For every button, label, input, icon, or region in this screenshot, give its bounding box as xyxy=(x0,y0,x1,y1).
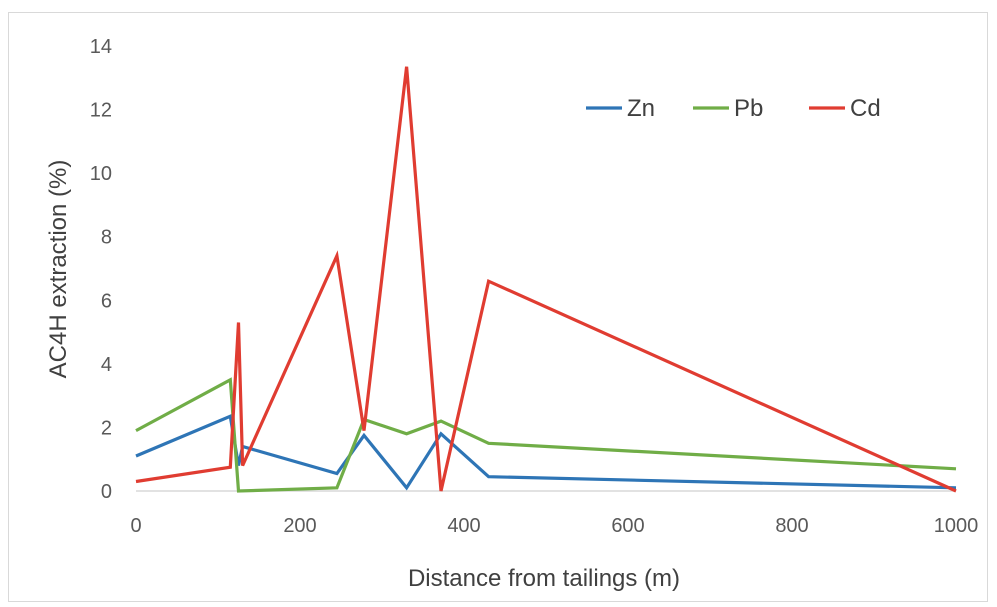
x-tick-label: 800 xyxy=(775,515,808,537)
x-tick-label: 200 xyxy=(283,515,316,537)
legend-label-zn: Zn xyxy=(627,95,655,122)
y-tick-label: 10 xyxy=(90,163,112,185)
series-line-cd xyxy=(135,66,957,493)
y-tick-label: 2 xyxy=(101,417,112,439)
legend-label-pb: Pb xyxy=(734,95,763,122)
chart-area xyxy=(8,12,988,602)
y-axis: 0 2 4 6 8 10 12 14 xyxy=(90,36,112,503)
y-tick-label: 8 xyxy=(101,227,112,249)
x-tick-label: 0 xyxy=(130,515,141,537)
plot-area xyxy=(135,66,957,493)
y-tick-label: 12 xyxy=(90,100,112,122)
y-tick-label: 4 xyxy=(101,354,112,376)
x-tick-label: 600 xyxy=(611,515,644,537)
y-axis-title: AC4H extraction (%) xyxy=(45,160,72,379)
legend: Zn Pb Cd xyxy=(586,95,881,122)
y-tick-label: 14 xyxy=(90,36,112,58)
x-tick-label: 1000 xyxy=(934,515,979,537)
y-tick-label: 6 xyxy=(101,290,112,312)
x-tick-label: 400 xyxy=(447,515,480,537)
legend-label-cd: Cd xyxy=(850,95,881,122)
y-tick-label: 0 xyxy=(101,481,112,503)
x-axis-title: Distance from tailings (m) xyxy=(408,565,680,592)
x-axis: 0 200 400 600 800 1000 xyxy=(130,515,978,537)
